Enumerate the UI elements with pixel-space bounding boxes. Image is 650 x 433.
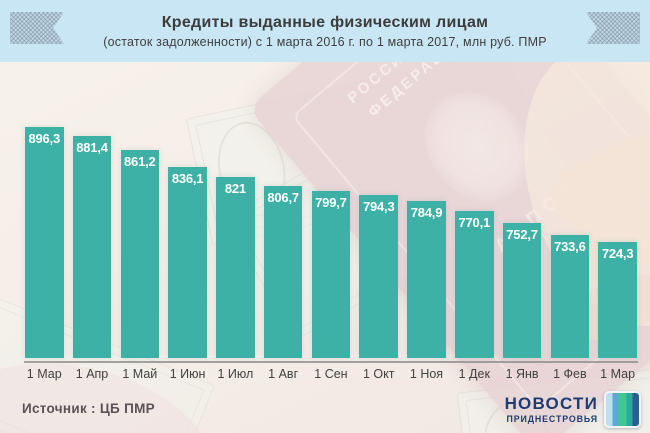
bar: 794,3 — [359, 194, 398, 358]
x-axis-label: 1 Сен — [314, 367, 348, 381]
bar: 881,4 — [72, 136, 112, 358]
x-axis-label: 1 Мар — [26, 367, 62, 381]
x-axis-label: 1 Ноя — [409, 367, 444, 381]
bar-value-label: 724,3 — [601, 245, 634, 261]
bar-column: 806,7 — [263, 186, 303, 358]
x-axis-label: 1 Июн — [169, 367, 206, 381]
x-axis-label: 1 Фев — [553, 367, 587, 381]
bar-value-label: 836,1 — [171, 170, 204, 186]
bar-chart: 896,3 881,4 861,2 836,1 821 806,7 799,7 794,3 78… — [25, 122, 637, 358]
bar: 799,7 — [311, 191, 351, 358]
logo-title: НОВОСТИ — [504, 394, 598, 413]
bar-column: 784,9 — [407, 201, 446, 358]
bar-column: 799,7 — [311, 191, 351, 358]
x-axis-label: 1 Окт — [362, 367, 395, 381]
x-axis-line — [24, 361, 638, 363]
bar: 752,7 — [502, 222, 542, 358]
x-axis-label: 1 Апр — [75, 367, 109, 381]
x-axis-label: 1 Янв — [505, 367, 539, 381]
header-ribbon-left-icon — [10, 12, 64, 44]
bar-value-label: 821 — [224, 180, 246, 196]
bar: 770,1 — [455, 210, 494, 358]
logo-text: НОВОСТИ ПРИДНЕСТРОВЬЯ — [505, 395, 598, 424]
logo-n-icon — [604, 391, 641, 428]
bar: 784,9 — [407, 201, 446, 358]
bar-value-label: 752,7 — [506, 226, 538, 242]
bar-column: 770,1 — [455, 210, 494, 358]
bar-value-label: 784,9 — [410, 205, 443, 220]
x-axis-labels: 1 Мар 1 Апр 1 Май 1 Июн 1 Июл 1 Авг 1 Сен 1 Окт… — [25, 367, 637, 381]
bar-column: 896,3 — [25, 126, 64, 358]
bar: 724,3 — [598, 241, 637, 358]
logo-subtitle: ПРИДНЕСТРОВЬЯ — [506, 414, 598, 424]
bar-column: 724,3 — [598, 241, 637, 358]
bar-column: 881,4 — [72, 136, 112, 358]
bar-column: 752,7 — [502, 222, 542, 358]
x-axis-label: 1 Мар — [600, 367, 636, 381]
x-axis-label: 1 Авг — [268, 367, 299, 381]
bar-value-label: 794,3 — [362, 198, 395, 214]
brand-logo: НОВОСТИ ПРИДНЕСТРОВЬЯ — [505, 391, 641, 428]
source-note: Источник : ЦБ ПМР — [22, 401, 155, 416]
bar-value-label: 733,6 — [554, 239, 586, 255]
bar: 861,2 — [120, 149, 160, 358]
chart-subtitle: (остаток задолженности) с 1 марта 2016 г… — [103, 34, 547, 49]
bar-value-label: 806,7 — [267, 190, 299, 206]
bar-value-label: 881,4 — [76, 140, 108, 156]
x-axis-label: 1 Июл — [217, 367, 254, 381]
bar-value-label: 861,2 — [124, 153, 156, 169]
chart-title: Кредиты выданные физическим лицам — [161, 13, 489, 31]
header-band: Кредиты выданные физическим лицам (остат… — [0, 0, 650, 62]
bar-value-label: 799,7 — [315, 195, 347, 211]
bar: 836,1 — [168, 166, 207, 358]
bar-column: 794,3 — [359, 194, 398, 358]
bar-column: 733,6 — [550, 235, 590, 358]
bar-column: 861,2 — [120, 149, 160, 358]
bar-value-label: 896,3 — [28, 130, 61, 146]
bar: 806,7 — [263, 186, 303, 358]
bar-column: 821 — [216, 176, 255, 358]
bar: 896,3 — [25, 126, 64, 358]
bar: 733,6 — [550, 235, 590, 358]
bar-value-label: 770,1 — [458, 214, 491, 230]
bar: 821 — [216, 176, 255, 358]
header-ribbon-right-icon — [586, 12, 640, 44]
x-axis-label: 1 Май — [122, 367, 158, 381]
bar-column: 836,1 — [168, 166, 207, 358]
x-axis-label: 1 Дек — [458, 367, 490, 381]
